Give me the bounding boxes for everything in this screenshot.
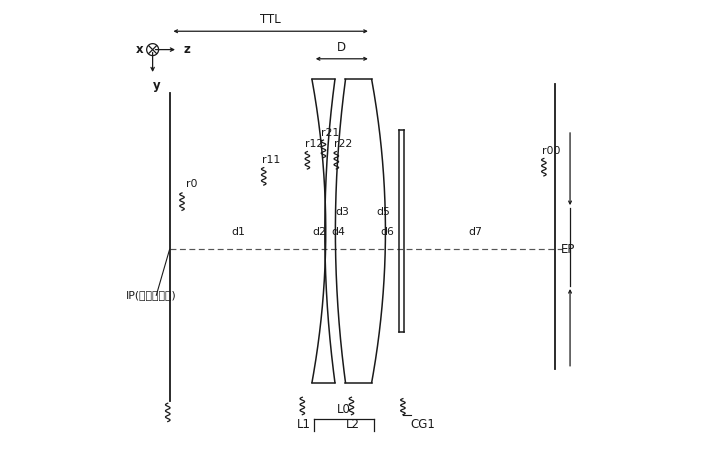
Text: z: z — [183, 43, 190, 56]
Text: x: x — [135, 43, 143, 56]
Text: CG1: CG1 — [411, 419, 435, 432]
Text: d4: d4 — [331, 227, 345, 237]
Text: r0: r0 — [186, 179, 197, 189]
Text: D: D — [337, 41, 346, 54]
Text: d7: d7 — [468, 227, 482, 237]
Text: r22: r22 — [334, 140, 352, 149]
Text: r12: r12 — [305, 140, 324, 149]
Text: d3: d3 — [335, 207, 349, 217]
Text: r11: r11 — [262, 155, 280, 165]
Text: y: y — [152, 79, 160, 92]
Text: L2: L2 — [346, 419, 360, 432]
Text: r21: r21 — [321, 128, 339, 139]
Text: L0: L0 — [337, 403, 351, 416]
Text: EP: EP — [561, 243, 575, 256]
Text: IP(画像表示面): IP(画像表示面) — [126, 290, 177, 300]
Text: TTL: TTL — [260, 13, 281, 26]
Text: d6: d6 — [380, 227, 395, 237]
Text: r00: r00 — [542, 146, 560, 156]
Text: L1: L1 — [297, 419, 311, 432]
Text: d1: d1 — [232, 227, 246, 237]
Text: d2: d2 — [313, 227, 326, 237]
Text: d5: d5 — [376, 207, 390, 217]
